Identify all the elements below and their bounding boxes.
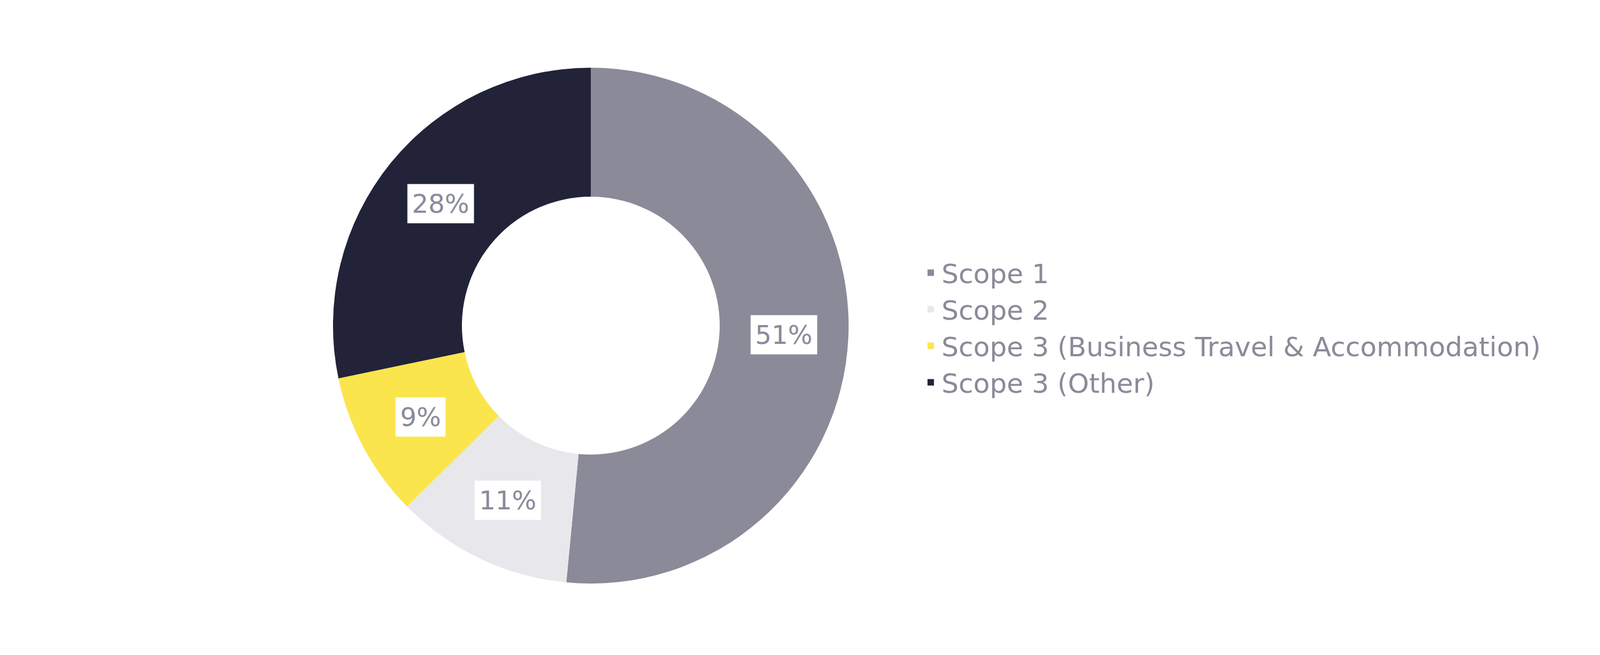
svg-text:Scope 1: Scope 1 xyxy=(941,258,1049,290)
svg-text:Scope 3 (Other): Scope 3 (Other) xyxy=(941,367,1155,400)
svg-text:9%: 9% xyxy=(400,401,441,432)
svg-text:28%: 28% xyxy=(411,188,470,219)
svg-text:Scope 3 (Business Travel & Acc: Scope 3 (Business Travel & Accommodation… xyxy=(941,331,1541,363)
svg-text:11%: 11% xyxy=(479,484,537,516)
svg-text:Scope 2: Scope 2 xyxy=(941,294,1049,327)
svg-text:51%: 51% xyxy=(755,319,813,350)
